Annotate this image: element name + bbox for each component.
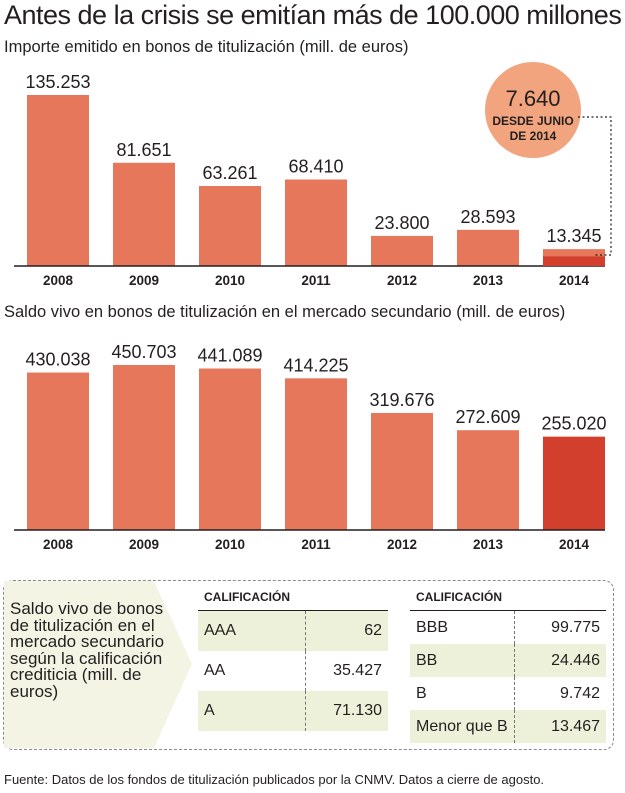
annotation-text: DE 2014 <box>510 129 557 143</box>
table-row: BBB 99.775 <box>410 610 606 644</box>
chart2-tick-label: 2008 <box>43 537 74 552</box>
table-row: A 71.130 <box>198 691 388 731</box>
chart1-data-label: 23.800 <box>374 213 429 233</box>
chart1-bar <box>285 179 347 266</box>
rating-label: A <box>198 691 306 731</box>
chart1-data-label: 28.593 <box>460 207 515 227</box>
chart2-data-label: 450.703 <box>111 342 176 362</box>
annotation-connector <box>578 116 612 256</box>
chart2-subtitle: Saldo vivo en bonos de titulización en e… <box>4 303 566 321</box>
chart1-data-label: 81.651 <box>116 140 171 160</box>
annotation-circle <box>485 62 581 158</box>
chart1-tick-label: 2012 <box>387 273 417 288</box>
bar-charts: 135.253 2008 81.651 2009 63.261 2010 68.410 201… <box>14 62 612 552</box>
chart1-highlight-bar <box>543 256 605 266</box>
chart2-data-label: 255.020 <box>541 414 606 434</box>
chart1-tick-label: 2014 <box>559 273 590 288</box>
chart1-bar <box>457 229 519 266</box>
chart1-bar <box>113 162 175 266</box>
chart1-tick-label: 2010 <box>215 273 245 288</box>
chart2-bar <box>113 365 175 530</box>
chart2-tick-label: 2013 <box>473 537 504 552</box>
rating-label: BB <box>410 644 515 677</box>
rating-label: AAA <box>198 610 306 651</box>
chart2-data-label: 272.609 <box>455 407 520 427</box>
rating-value: 71.130 <box>305 691 388 731</box>
rating-description: Saldo vivo de bonos de titulización en e… <box>10 599 165 701</box>
chart2-bar <box>199 368 261 530</box>
chart2-tick-label: 2011 <box>301 537 331 552</box>
chart1-bar <box>371 235 433 266</box>
chart2-tick-label: 2012 <box>387 537 417 552</box>
rating-value: 35.427 <box>305 651 388 691</box>
chart2-bar <box>371 412 433 530</box>
rating-label: B <box>416 684 427 702</box>
rating-table-right-header: CALIFICACIÓN <box>410 584 606 611</box>
chart2-bar <box>285 378 347 530</box>
chart2-data-label: 414.225 <box>283 355 348 375</box>
chart2-bar <box>457 430 519 530</box>
chart2-tick-label: 2014 <box>559 537 590 552</box>
chart1-tick-label: 2013 <box>473 273 504 288</box>
rating-label: BBB <box>416 618 449 636</box>
rating-panel-arrow <box>4 581 192 748</box>
chart2-tick-label: 2009 <box>129 537 159 552</box>
rating-label: AA <box>204 662 226 679</box>
rating-table-left: CALIFICACIÓN AAA 62 AA 35.427 A 71.130 <box>198 584 388 731</box>
annotation-text: DESDE JUNIO <box>492 114 573 128</box>
chart1-bar <box>199 186 261 266</box>
annotation-value: 7.640 <box>505 86 560 111</box>
rating-table-left-header: CALIFICACIÓN <box>198 584 388 611</box>
chart2-data-label: 430.038 <box>25 350 90 370</box>
rating-panel <box>3 580 614 750</box>
chart1-tick-label: 2011 <box>301 273 331 288</box>
rating-value: 62 <box>305 610 388 651</box>
source-note: Fuente: Datos de los fondos de titulizac… <box>4 772 545 787</box>
chart1-tick-label: 2008 <box>43 273 74 288</box>
chart2-data-label: 319.676 <box>369 390 434 410</box>
rating-label: Menor que B <box>410 710 515 743</box>
chart2-data-label: 441.089 <box>197 346 262 366</box>
table-row: Menor que B 13.467 <box>410 710 606 743</box>
rating-value: 13.467 <box>514 710 606 743</box>
table-row: AA 35.427 <box>198 651 388 691</box>
chart2-bar <box>543 436 605 530</box>
table-row: B 9.742 <box>410 677 606 710</box>
chart1-bar <box>27 95 89 266</box>
rating-value: 99.775 <box>514 610 606 644</box>
chart2-bar <box>27 372 89 530</box>
rating-value: 24.446 <box>514 644 606 677</box>
chart1-subtitle: Importe emitido en bonos de titulización… <box>4 38 409 56</box>
table-row: BB 24.446 <box>410 644 606 677</box>
rating-value: 9.742 <box>514 677 606 710</box>
chart1-data-label: 13.345 <box>546 226 601 246</box>
rating-table-right: CALIFICACIÓN BBB 99.775 BB 24.446 B 9.74… <box>410 584 606 743</box>
chart-title: Antes de la crisis se emitían más de 100… <box>4 0 622 30</box>
chart1-data-label: 135.253 <box>25 72 90 92</box>
chart1-data-label: 63.261 <box>202 163 257 183</box>
chart1-data-label: 68.410 <box>288 157 343 177</box>
chart1-tick-label: 2009 <box>129 273 159 288</box>
chart2-tick-label: 2010 <box>215 537 245 552</box>
table-row: AAA 62 <box>198 610 388 651</box>
